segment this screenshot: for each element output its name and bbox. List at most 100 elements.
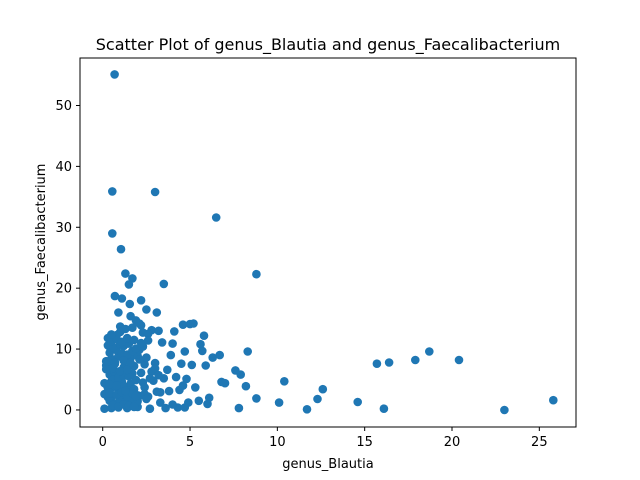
data-point [128,323,137,333]
data-point [142,305,151,314]
data-point [143,329,153,339]
data-point [372,359,382,369]
data-point [161,403,170,413]
data-point [187,360,197,370]
chart-title: Scatter Plot of genus_Blautia and genus_… [96,35,560,55]
data-point [150,187,160,197]
data-point [129,402,139,412]
data-point [136,338,146,348]
data-points [100,70,558,415]
data-point [168,339,177,348]
data-point [208,353,217,362]
data-point [500,405,509,415]
data-point [122,333,132,343]
data-point [154,370,163,380]
data-point [215,350,224,360]
data-point [152,308,162,317]
data-point [135,355,144,364]
data-point [136,368,146,378]
axes-frame [79,57,577,428]
data-point [234,403,244,413]
data-point [129,335,139,345]
data-point [425,347,434,356]
x-tick-label: 20 [444,435,461,450]
y-axis: 0 10 20 30 40 50 [55,99,80,418]
data-point [241,381,251,391]
y-tick-label: 40 [55,160,72,175]
data-point [105,380,114,389]
data-point [211,213,221,222]
data-point [105,388,114,398]
data-point [280,377,289,386]
data-point [110,291,120,301]
data-point [121,386,130,396]
data-point [180,403,190,412]
data-point [182,374,191,384]
data-point [108,229,117,238]
data-point [318,384,328,394]
x-tick-label: 5 [186,435,194,450]
data-point [159,279,169,289]
data-point [170,327,179,336]
data-point [150,364,160,373]
data-point [201,361,210,370]
x-axis-label: genus_Blautia [282,457,373,472]
data-point [166,350,176,360]
data-point [143,336,153,345]
data-point [243,347,252,356]
data-point [116,244,126,254]
data-point [142,394,151,404]
data-point [142,353,151,362]
data-point [100,404,109,414]
data-point [131,391,141,401]
data-point [177,359,186,369]
data-point [302,405,312,414]
data-point [379,404,389,414]
data-point [115,327,125,337]
data-point [178,320,188,330]
data-point [126,358,135,368]
data-point [171,372,181,382]
x-tick-label: 0 [99,435,107,450]
data-point [117,294,127,303]
data-point [131,344,141,353]
data-point [180,347,190,356]
data-point [103,357,113,367]
data-point [145,374,155,383]
data-point [121,269,130,278]
x-tick-label: 15 [356,435,373,450]
x-tick-label: 10 [269,435,286,450]
data-point [274,398,284,407]
data-point [112,381,121,390]
data-point [157,338,167,347]
data-point [194,396,204,406]
data-point [125,299,135,309]
y-tick-label: 30 [55,221,72,236]
data-point [191,383,200,392]
data-point [189,319,198,328]
data-point [196,339,205,349]
data-point [136,296,146,305]
data-point [124,280,134,289]
data-point [108,363,118,373]
data-point [114,308,123,317]
data-point [136,321,146,330]
data-point [107,330,116,339]
x-tick-label: 25 [531,435,548,450]
y-axis-label: genus_Faecalibacterium [34,164,49,321]
data-point [313,394,322,404]
y-tick-label: 20 [55,282,72,297]
y-tick-label: 10 [55,343,72,358]
data-point [156,398,165,407]
data-point [178,381,188,390]
data-point [124,372,134,381]
data-point [168,400,177,409]
data-point [145,404,155,414]
data-point [140,383,149,392]
data-point [163,365,172,375]
data-point [220,378,230,388]
data-point [110,70,119,79]
data-point [236,370,245,379]
